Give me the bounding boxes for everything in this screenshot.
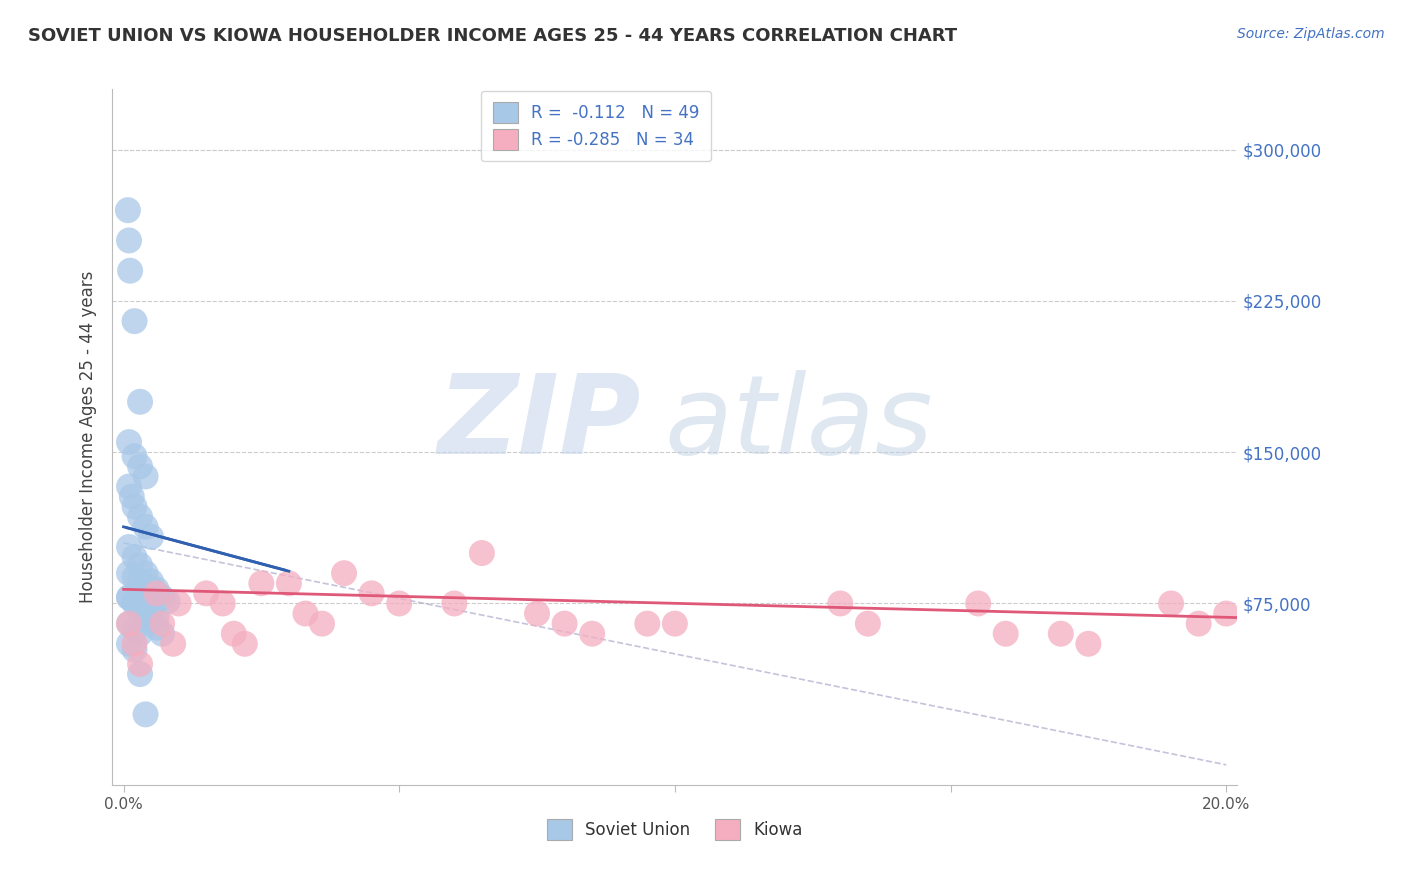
Point: [129, 657, 152, 671]
Point: [145, 582, 167, 597]
Point: [135, 520, 157, 534]
Point: [118, 566, 141, 581]
Point: [526, 607, 548, 621]
Point: [135, 707, 157, 722]
Point: [124, 314, 146, 328]
Point: [135, 578, 157, 592]
Point: [1188, 616, 1211, 631]
Point: [581, 626, 603, 640]
Point: [150, 626, 173, 640]
Point: [117, 203, 139, 218]
Point: [195, 586, 218, 600]
Point: [471, 546, 494, 560]
Point: [967, 597, 990, 611]
Point: [162, 637, 184, 651]
Point: [139, 582, 162, 597]
Point: [135, 602, 157, 616]
Point: [124, 500, 146, 514]
Point: [294, 607, 316, 621]
Point: [124, 623, 146, 637]
Text: atlas: atlas: [664, 369, 934, 476]
Point: [150, 616, 173, 631]
Point: [554, 616, 576, 631]
Point: [124, 643, 146, 657]
Point: [129, 509, 152, 524]
Point: [124, 449, 146, 463]
Point: [129, 599, 152, 613]
Point: [360, 586, 382, 600]
Point: [118, 234, 141, 248]
Point: [124, 594, 146, 608]
Point: [124, 637, 146, 651]
Point: [118, 616, 141, 631]
Point: [118, 591, 141, 605]
Point: [129, 394, 152, 409]
Point: [118, 435, 141, 450]
Y-axis label: Householder Income Ages 25 - 44 years: Householder Income Ages 25 - 44 years: [79, 271, 97, 603]
Point: [994, 626, 1017, 640]
Point: [277, 576, 299, 591]
Point: [443, 597, 465, 611]
Point: [1077, 637, 1099, 651]
Point: [636, 616, 658, 631]
Point: [211, 597, 233, 611]
Legend: Soviet Union, Kiowa: Soviet Union, Kiowa: [540, 813, 810, 847]
Point: [124, 570, 146, 584]
Point: [388, 597, 411, 611]
Point: [118, 591, 141, 605]
Point: [118, 479, 141, 493]
Point: [222, 626, 245, 640]
Point: [145, 621, 167, 635]
Point: [1050, 626, 1073, 640]
Point: [156, 594, 179, 608]
Point: [139, 607, 162, 621]
Point: [135, 469, 157, 483]
Point: [124, 550, 146, 565]
Point: [1160, 597, 1182, 611]
Point: [118, 637, 141, 651]
Text: SOVIET UNION VS KIOWA HOUSEHOLDER INCOME AGES 25 - 44 YEARS CORRELATION CHART: SOVIET UNION VS KIOWA HOUSEHOLDER INCOME…: [28, 27, 957, 45]
Point: [129, 574, 152, 589]
Point: [124, 597, 146, 611]
Point: [129, 558, 152, 573]
Point: [121, 490, 143, 504]
Point: [1215, 607, 1237, 621]
Point: [129, 626, 152, 640]
Point: [118, 540, 141, 554]
Point: [139, 615, 162, 629]
Point: [139, 530, 162, 544]
Point: [129, 459, 152, 474]
Point: [118, 616, 141, 631]
Point: [167, 597, 190, 611]
Point: [135, 608, 157, 623]
Point: [145, 586, 167, 600]
Point: [145, 610, 167, 624]
Point: [120, 263, 142, 277]
Point: [145, 586, 167, 600]
Point: [856, 616, 879, 631]
Point: [311, 616, 333, 631]
Point: [129, 667, 152, 681]
Point: [830, 597, 852, 611]
Point: [150, 591, 173, 605]
Point: [139, 574, 162, 589]
Point: [250, 576, 273, 591]
Point: [664, 616, 686, 631]
Text: Source: ZipAtlas.com: Source: ZipAtlas.com: [1237, 27, 1385, 41]
Point: [233, 637, 256, 651]
Point: [333, 566, 356, 581]
Text: ZIP: ZIP: [439, 369, 641, 476]
Point: [135, 566, 157, 581]
Point: [129, 602, 152, 616]
